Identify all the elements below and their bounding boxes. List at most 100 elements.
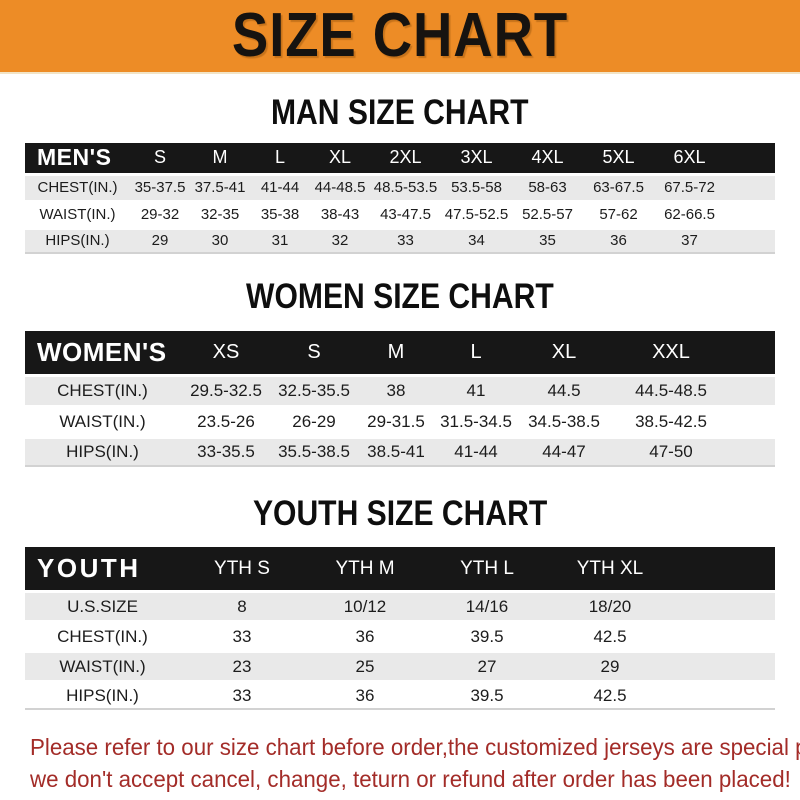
women-value-cell: 31.5-34.5: [440, 411, 512, 431]
youth-row-label: HIPS(IN.): [25, 683, 180, 711]
men-table-row: WAIST(IN.) 29-32 32-35 35-38 38-43 43-47.5 47.…: [25, 202, 775, 227]
men-value-cell: 43-47.5: [380, 206, 431, 224]
men-header-row: MEN'S S M L XL 2XL 3XL 4XL 5XL 6XL: [25, 142, 775, 173]
youth-value-cell: 25: [355, 656, 375, 676]
women-table-row: WAIST(IN.) 23.5-26 26-29 29-31.5 31.5-34.5 34…: [25, 407, 775, 436]
youth-size-header: YTH S: [180, 547, 304, 591]
women-size-table: WOMEN'S XS S M L XL XXL CHEST(IN.) 29.5-32.5 32.5…: [25, 328, 775, 470]
men-value-cell: 58-63: [528, 179, 567, 197]
women-value-cell: 23.5-26: [197, 411, 255, 431]
youth-value-cell: 33: [180, 683, 304, 711]
men-value-cell: 44-48.5: [314, 179, 366, 197]
youth-table-row: U.S.SIZE 8 10/12 14/16 18/20: [25, 593, 775, 621]
youth-header-row: YOUTH YTH S YTH M YTH L YTH XL: [25, 547, 775, 591]
youth-value-cell: 10/12: [343, 596, 387, 616]
men-value-cell: 35: [512, 230, 583, 254]
youth-section-title-text: YOUTH SIZE CHART: [252, 493, 548, 533]
men-row-filler: [725, 203, 775, 227]
youth-header-label: YOUTH: [25, 547, 180, 591]
youth-header-filler: [672, 547, 775, 591]
youth-table-row: HIPS(IN.) 33 36 39.5 42.5: [25, 683, 775, 711]
youth-value-cell: 39.5: [426, 683, 548, 711]
women-value-cell: 47-50: [612, 439, 730, 467]
youth-table-row: WAIST(IN.) 23 25 27 29: [25, 653, 775, 681]
banner: SIZE CHART: [0, 0, 800, 74]
women-value-cell: 41: [466, 380, 486, 400]
men-value-cell: 63-67.5: [593, 179, 644, 197]
men-value-cell: 30: [190, 230, 250, 254]
youth-row-filler: [672, 623, 775, 650]
women-row-filler: [730, 439, 775, 467]
men-table-row: HIPS(IN.) 29 30 31 32 33 34 35 36 37: [25, 229, 775, 254]
youth-table-row: CHEST(IN.) 33 36 39.5 42.5: [25, 623, 775, 651]
men-size-header: 5XL: [583, 142, 654, 173]
youth-value-cell: 36: [355, 626, 375, 646]
men-value-cell: 31: [250, 230, 310, 254]
men-row-filler: [725, 176, 775, 200]
men-row-label: WAIST(IN.): [39, 206, 116, 224]
men-value-cell: 47.5-52.5: [444, 206, 509, 224]
women-value-cell: 32.5-35.5: [278, 380, 350, 400]
men-value-cell: 37: [654, 230, 725, 254]
youth-section-title: YOUTH SIZE CHART: [0, 493, 800, 533]
youth-value-cell: 29: [600, 656, 620, 676]
women-header-filler: [730, 330, 775, 374]
youth-row-label: CHEST(IN.): [57, 626, 148, 646]
men-size-table: MEN'S S M L XL 2XL 3XL 4XL 5XL 6XL CHEST(IN.) 35-37…: [25, 140, 775, 257]
women-value-cell: 44-47: [516, 439, 612, 467]
youth-size-header: YTH XL: [548, 547, 672, 591]
men-value-cell: 48.5-53.5: [373, 179, 438, 197]
men-value-cell: 52.5-57: [522, 206, 573, 224]
page-title: SIZE CHART: [231, 1, 569, 70]
men-size-header: M: [190, 142, 250, 173]
women-value-cell: 38.5-41: [356, 439, 436, 467]
men-row-label: HIPS(IN.): [25, 230, 130, 254]
women-value-cell: 44.5: [547, 380, 581, 400]
women-row-label: WAIST(IN.): [59, 411, 146, 431]
men-header-filler: [725, 142, 775, 173]
men-value-cell: 36: [583, 230, 654, 254]
youth-size-header: YTH L: [426, 547, 548, 591]
youth-value-cell: 33: [232, 626, 252, 646]
men-value-cell: 35-37.5: [134, 179, 186, 197]
women-value-cell: 38: [386, 380, 406, 400]
men-row-filler: [725, 230, 775, 254]
men-value-cell: 33: [370, 230, 441, 254]
youth-value-cell: 36: [304, 683, 426, 711]
men-value-cell: 53.5-58: [451, 179, 502, 197]
women-table-row: HIPS(IN.) 33-35.5 35.5-38.5 38.5-41 41-44 44-…: [25, 438, 775, 467]
youth-row-filler: [672, 683, 775, 711]
women-size-header: L: [436, 330, 516, 374]
men-section-title-text: MAN SIZE CHART: [271, 93, 529, 132]
notice-line-1: Please refer to our size chart before or…: [30, 734, 800, 761]
women-size-header: XL: [516, 330, 612, 374]
footer-notice: Please refer to our size chart before or…: [30, 731, 800, 795]
youth-value-cell: 42.5: [593, 626, 627, 646]
women-size-header: M: [356, 330, 436, 374]
women-row-label: CHEST(IN.): [57, 380, 148, 400]
youth-value-cell: 42.5: [548, 683, 672, 711]
men-size-header: S: [130, 142, 190, 173]
women-value-cell: 26-29: [292, 411, 336, 431]
men-value-cell: 41-44: [260, 179, 300, 197]
youth-value-cell: 23: [232, 656, 252, 676]
women-table-row: CHEST(IN.) 29.5-32.5 32.5-35.5 38 41 44.5 44.5…: [25, 376, 775, 405]
men-header-label: MEN'S: [25, 142, 130, 173]
youth-size-header: YTH M: [304, 547, 426, 591]
youth-row-label: U.S.SIZE: [67, 596, 138, 616]
notice-line-2: we don't accept cancel, change, teturn o…: [30, 766, 791, 793]
youth-value-cell: 39.5: [470, 626, 504, 646]
men-value-cell: 29-32: [140, 206, 180, 224]
section-youth: YOUTH SIZE CHART YOUTH YTH S YTH M YTH L YTH…: [0, 493, 800, 714]
women-row-label: HIPS(IN.): [25, 439, 180, 467]
men-value-cell: 35-38: [260, 206, 300, 224]
men-value-cell: 62-66.5: [664, 206, 715, 224]
women-section-title: WOMEN SIZE CHART: [0, 278, 800, 316]
women-size-header: S: [272, 330, 356, 374]
men-row-label: CHEST(IN.): [37, 179, 118, 197]
youth-value-cell: 14/16: [465, 596, 509, 616]
men-size-header: 3XL: [441, 142, 512, 173]
men-table-row: CHEST(IN.) 35-37.5 37.5-41 41-44 44-48.5 48.5…: [25, 175, 775, 200]
men-size-header: L: [250, 142, 310, 173]
